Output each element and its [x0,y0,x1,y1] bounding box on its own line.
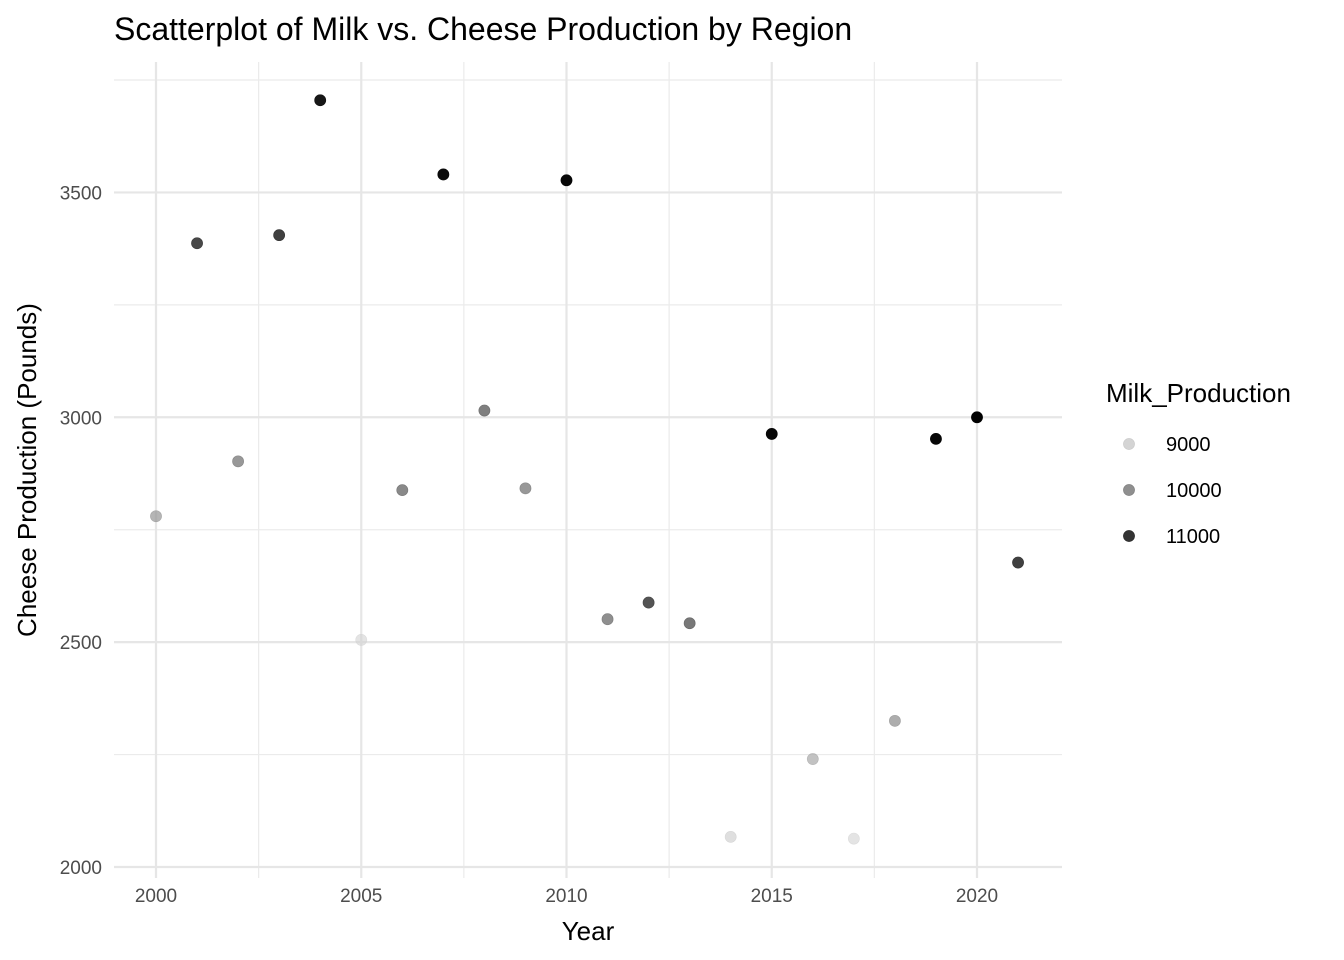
data-point [396,484,409,497]
legend-key [1123,530,1135,542]
data-point [273,229,286,242]
y-axis-ticks: 2000 2500 3000 3500 [60,183,102,879]
data-point [519,482,532,495]
data-point [437,168,450,181]
x-axis-title: Year [562,916,615,946]
data-point [642,596,655,609]
y-tick-label: 3000 [60,408,102,429]
y-tick-label: 2500 [60,633,102,654]
data-points [150,94,1024,845]
data-point [971,411,983,424]
data-point [683,617,696,630]
legend-key [1123,484,1135,496]
y-tick-label: 3500 [60,183,102,204]
x-tick-label: 2005 [340,886,382,907]
legend-label: 9000 [1166,434,1211,456]
x-tick-label: 2015 [751,886,793,907]
data-point [232,455,244,468]
legend-entries: 9000 10000 11000 [1123,434,1222,548]
data-point [150,510,162,523]
data-point [314,94,327,107]
x-axis-ticks: 2000 2005 2010 2015 2020 [135,886,998,907]
data-point [724,830,737,843]
x-tick-label: 2020 [956,886,998,907]
y-axis-title: Cheese Production (Pounds) [12,303,42,637]
data-point [930,432,942,445]
legend-title: Milk_Production [1106,378,1291,408]
data-point [1012,556,1024,569]
legend-label: 10000 [1166,480,1222,502]
data-point [889,714,901,727]
data-point [601,613,614,626]
data-point [355,633,368,646]
grid-minor [114,62,1062,878]
chart-title: Scatterplot of Milk vs. Cheese Productio… [114,11,852,47]
x-tick-label: 2000 [135,886,177,907]
data-point [847,832,860,845]
data-point [560,174,573,187]
x-tick-label: 2010 [545,886,587,907]
y-tick-label: 2000 [60,858,102,879]
data-point [478,404,491,417]
data-point [765,428,778,440]
legend-label: 11000 [1166,526,1220,548]
grid-major [114,62,1062,878]
legend: Milk_Production 9000 10000 11000 [1106,378,1291,548]
data-point [806,753,819,765]
legend-key [1123,438,1135,450]
data-point [191,237,203,250]
